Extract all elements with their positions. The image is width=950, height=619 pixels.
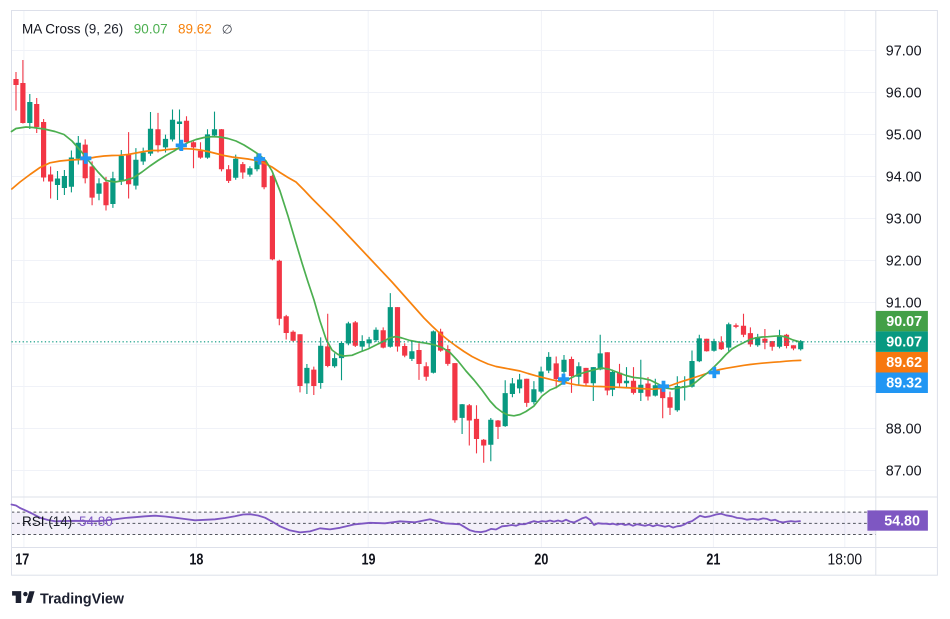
svg-text:∅: ∅ xyxy=(222,23,233,37)
svg-text:89.62: 89.62 xyxy=(886,355,922,371)
svg-text:89.62: 89.62 xyxy=(178,22,212,37)
svg-text:92.00: 92.00 xyxy=(886,254,922,270)
svg-text:91.00: 91.00 xyxy=(886,296,922,312)
svg-text:18:00: 18:00 xyxy=(828,552,863,569)
svg-text:20: 20 xyxy=(534,552,548,569)
svg-text:TradingView: TradingView xyxy=(40,591,124,608)
svg-text:94.00: 94.00 xyxy=(886,170,922,186)
svg-text:95.00: 95.00 xyxy=(886,128,922,144)
svg-text:17: 17 xyxy=(15,552,29,569)
svg-text:19: 19 xyxy=(362,552,376,569)
svg-text:90.07: 90.07 xyxy=(886,314,922,330)
svg-text:89.32: 89.32 xyxy=(886,376,922,392)
svg-text:87.00: 87.00 xyxy=(886,464,922,480)
svg-text:18: 18 xyxy=(189,552,203,569)
svg-text:90.07: 90.07 xyxy=(134,22,168,37)
svg-text:54.80: 54.80 xyxy=(884,514,920,530)
svg-text:90.07: 90.07 xyxy=(886,335,922,351)
svg-text:MA Cross (9, 26): MA Cross (9, 26) xyxy=(22,22,123,37)
svg-text:88.00: 88.00 xyxy=(886,422,922,438)
svg-text:RSI (14): RSI (14) xyxy=(22,514,72,529)
svg-text:21: 21 xyxy=(706,552,720,569)
svg-text:54.80: 54.80 xyxy=(79,514,113,529)
svg-text:93.00: 93.00 xyxy=(886,212,922,228)
svg-text:96.00: 96.00 xyxy=(886,86,922,102)
svg-text:97.00: 97.00 xyxy=(886,44,922,60)
